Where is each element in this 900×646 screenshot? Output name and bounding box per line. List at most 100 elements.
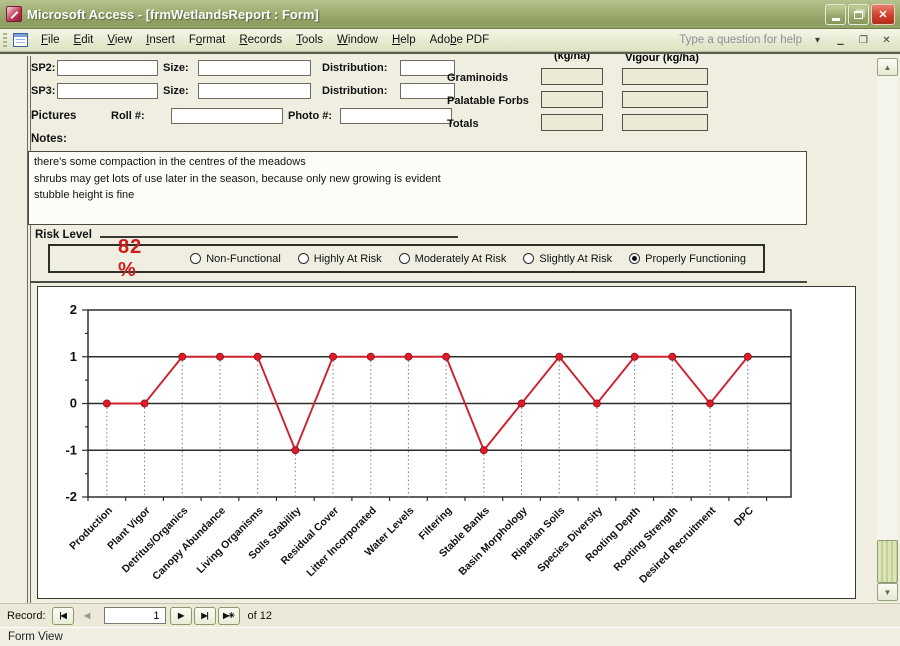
help-dropdown-icon[interactable]: ▾ — [814, 34, 821, 46]
data-point-production — [102, 399, 111, 408]
scroll-down-button[interactable]: ▼ — [877, 583, 898, 601]
graminoids-vigour-input[interactable] — [622, 68, 708, 85]
menu-help[interactable]: Help — [391, 34, 416, 46]
scroll-up-button[interactable]: ▲ — [877, 58, 898, 76]
data-point-riparian-soils — [555, 352, 564, 361]
risk-option-label: Moderately At Risk — [414, 252, 507, 265]
totals-weight-input[interactable] — [541, 114, 603, 131]
radio-selected-icon[interactable] — [629, 253, 641, 264]
palatable-forbs-vigour-input[interactable] — [622, 91, 708, 108]
menu-insert[interactable]: Insert — [146, 34, 175, 46]
form-icon[interactable] — [13, 33, 28, 47]
data-point-dpc — [743, 352, 752, 361]
menu-records[interactable]: Records — [239, 34, 283, 46]
data-point-plant-vigor — [140, 399, 149, 408]
risk-option-non-functional[interactable]: Non-Functional — [190, 253, 281, 265]
palatable-forbs-label: Palatable Forbs — [447, 95, 529, 107]
record-navigation-bar: Record: |◀ ◀ ▶▶|▶✳ of 12 — [0, 603, 900, 627]
mdi-restore-button[interactable]: ❐ — [859, 34, 868, 46]
data-point-residual-cover — [329, 352, 337, 361]
current-record-input[interactable] — [103, 607, 166, 624]
svg-text:1: 1 — [70, 349, 77, 364]
sp2-distribution-input[interactable] — [400, 60, 455, 76]
sp3-size-input[interactable] — [198, 83, 311, 99]
risk-option-label: Properly Functioning — [645, 252, 746, 265]
sp2-size-input[interactable] — [198, 60, 311, 76]
menu-edit[interactable]: Edit — [73, 34, 94, 46]
sp3-size-label: Size: — [163, 85, 189, 97]
menu-window[interactable]: Window — [337, 34, 378, 46]
form-left-border — [27, 56, 31, 603]
vertical-scrollbar[interactable]: ▲ ▼ — [877, 58, 898, 601]
x-axis-label-detritus-organics: Detritus/Organics — [120, 505, 191, 576]
sp3-label: SP3: — [31, 85, 56, 97]
weight-column-header: (kg/ha) — [553, 54, 591, 62]
data-point-desired-recruitment — [706, 399, 715, 408]
minimize-button[interactable] — [825, 4, 846, 25]
radio-icon[interactable] — [523, 253, 535, 264]
data-point-rooting-depth — [630, 352, 639, 361]
vigour-column-header: Vigour (kg/ha) — [625, 54, 699, 64]
radio-icon[interactable] — [190, 253, 202, 264]
status-text: Form View — [8, 631, 63, 643]
restore-icon — [854, 10, 863, 19]
risk-option-label: Slightly At Risk — [539, 252, 613, 265]
new-record-button[interactable]: ▶✳ — [217, 606, 240, 625]
close-button[interactable]: ✕ — [871, 4, 895, 25]
close-icon: ✕ — [878, 9, 888, 21]
notes-textarea[interactable]: there's some compaction in the centres o… — [28, 151, 807, 225]
sp2-input[interactable] — [57, 60, 158, 76]
last-record-button[interactable]: ▶| — [193, 606, 216, 625]
menu-file[interactable]: File — [41, 34, 60, 46]
scroll-down-icon: ▼ — [883, 587, 892, 597]
sp3-input[interactable] — [57, 83, 158, 99]
toolbar-grip[interactable] — [3, 32, 7, 48]
data-point-living-organisms — [253, 352, 262, 361]
svg-text:-2: -2 — [65, 489, 77, 504]
minimize-icon — [831, 17, 840, 21]
data-point-rooting-strength — [668, 352, 677, 361]
menu-tools[interactable]: Tools — [296, 34, 324, 46]
risk-option-highly-at-risk[interactable]: Highly At Risk — [297, 253, 382, 265]
menu-view[interactable]: View — [107, 34, 133, 46]
palatable-forbs-weight-input[interactable] — [541, 91, 603, 108]
scrollbar-thumb[interactable] — [877, 540, 898, 583]
sp2-size-label: Size: — [163, 62, 189, 74]
menu-adobe-pdf[interactable]: Adobe PDF — [429, 34, 490, 46]
restore-button[interactable] — [848, 4, 869, 25]
totals-vigour-input[interactable] — [622, 114, 708, 131]
form-view-area: SP2: Size: Distribution: SP3: Size: Dist… — [0, 52, 900, 603]
roll-number-input[interactable] — [171, 108, 283, 124]
mdi-close-button[interactable]: ✕ — [882, 34, 891, 46]
sp2-distribution-label: Distribution: — [322, 62, 388, 74]
risk-option-moderately-at-risk[interactable]: Moderately At Risk — [398, 252, 507, 265]
risk-option-properly-functioning[interactable]: Properly Functioning — [629, 253, 746, 265]
sp2-label: SP2: — [31, 62, 56, 74]
photo-number-input[interactable] — [340, 108, 452, 124]
data-point-litter-incorporated — [366, 352, 375, 361]
risk-option-slightly-at-risk[interactable]: Slightly At Risk — [523, 253, 612, 265]
record-label: Record: — [7, 609, 46, 622]
mdi-minimize-button[interactable]: ▁ — [837, 35, 844, 45]
svg-text:0: 0 — [70, 396, 77, 411]
question-help-input[interactable]: Type a question for help — [679, 34, 802, 46]
menu-format[interactable]: Format — [188, 34, 226, 46]
data-point-filtering — [442, 352, 451, 361]
x-axis-label-litter-incorporated: Litter Incorporated — [304, 505, 378, 579]
x-axis-label-species-diversity: Species Diversity — [535, 505, 605, 575]
notes-label: Notes: — [31, 133, 67, 145]
risk-percent-value: 82 % — [118, 235, 143, 281]
radio-icon[interactable] — [398, 253, 410, 264]
risk-indicators-chart: 2 1 0 -1 -2 Production Plant Vigor Detritus/Org… — [37, 286, 856, 599]
risk-level-groupbox: 82 % Non-Functional Highly At Risk Moderat… — [48, 236, 765, 281]
x-axis-label-desired-recruitment: Desired Recruitment — [637, 504, 718, 585]
radio-icon[interactable] — [297, 253, 309, 264]
first-record-button[interactable]: |◀ — [51, 606, 74, 625]
next-record-button[interactable]: ▶ — [169, 606, 192, 625]
data-point-stable-banks — [479, 446, 488, 455]
roll-number-label: Roll #: — [111, 110, 145, 122]
sp3-distribution-input[interactable] — [400, 83, 455, 99]
graminoids-weight-input[interactable] — [541, 68, 603, 85]
menu-bar: File Edit View Insert Format Records Tools Wind… — [0, 29, 900, 52]
